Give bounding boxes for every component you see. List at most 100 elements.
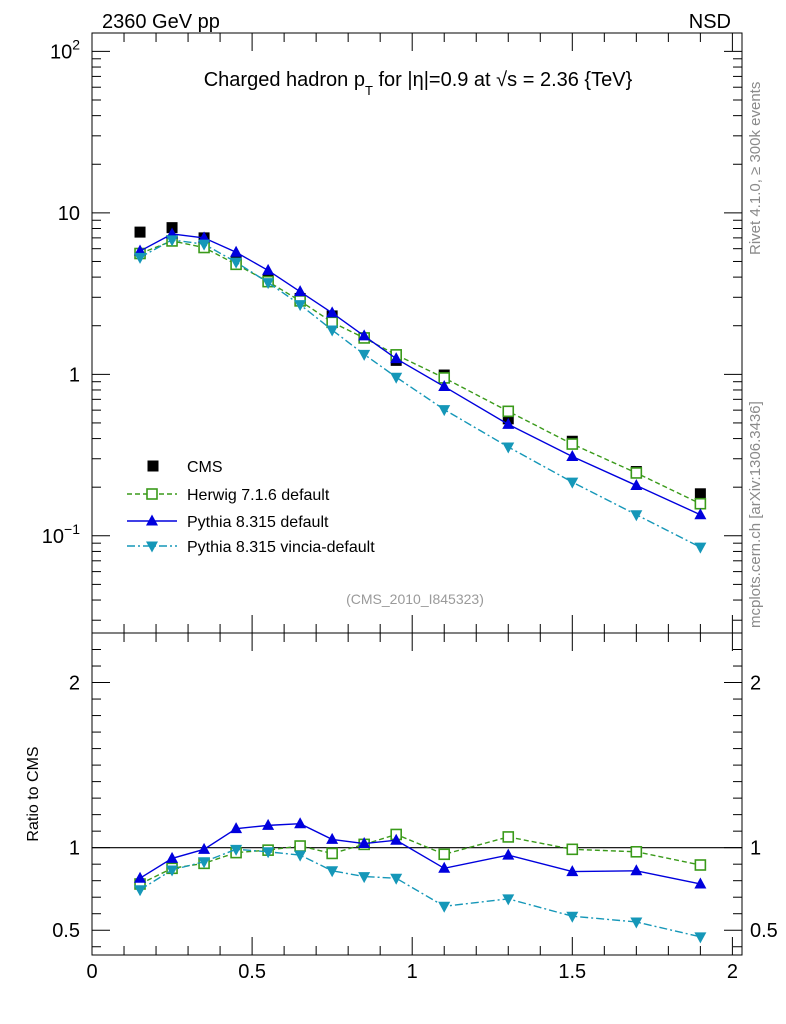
chart-title-tail: = 2.36 {TeV} [517, 69, 632, 91]
main-point-pythia [230, 245, 243, 257]
main-point-pythia [198, 231, 211, 243]
ratio-y-tick-label-left: 0.5 [52, 920, 80, 942]
ratio-point-vincia [230, 844, 243, 856]
main-point-pythia [438, 380, 451, 392]
main-y-tick-label: 102 [50, 36, 80, 63]
main-point-vincia [502, 442, 515, 454]
legend-marker-cms [147, 460, 159, 472]
ratio-point-vincia [326, 866, 339, 878]
legend-label-cms: CMS [187, 459, 223, 476]
ratio-point-pythia [566, 865, 579, 877]
x-tick-label: 0.5 [238, 961, 266, 983]
ratio-point-pythia [166, 851, 179, 863]
legend-label-vincia: Pythia 8.315 vincia-default [187, 539, 375, 556]
ratio-point-pythia [262, 818, 275, 830]
main-point-pythia [566, 449, 579, 461]
ratio-point-vincia [390, 873, 403, 885]
ratio-point-pythia [502, 848, 515, 860]
main-point-pythia [326, 306, 339, 318]
ratio-point-herwig [694, 859, 707, 871]
ratio-point-vincia [166, 865, 179, 877]
ratio-point-pythia [358, 837, 371, 849]
legend-label-herwig: Herwig 7.1.6 default [187, 487, 330, 504]
main-point-vincia [566, 477, 579, 489]
ratio-point-herwig [294, 840, 306, 852]
main-point-vincia [134, 252, 147, 264]
legend-marker-vincia [146, 541, 158, 553]
main-point-cms [134, 226, 146, 238]
ratio-y-tick-label-left: 1 [69, 838, 80, 860]
analysis-watermark: (CMS_2010_I845323) [346, 591, 484, 607]
main-y-tick-label: 10−1 [42, 521, 80, 548]
main-point-pythia [502, 417, 515, 429]
legend-marker-pythia [146, 514, 158, 526]
main-point-pythia [358, 329, 371, 341]
ratio-point-herwig [630, 845, 643, 858]
main-point-vincia [694, 542, 707, 554]
ratio-line-pythia [139, 823, 701, 885]
main-point-pythia [390, 352, 403, 364]
ratio-point-pythia [694, 877, 707, 889]
main-point-vincia [198, 239, 211, 251]
main-point-pythia [134, 244, 147, 256]
main-point-herwig [630, 467, 643, 479]
process-label: NSD [689, 11, 731, 33]
chart-title-main: Charged hadron p [204, 69, 365, 91]
x-tick-label: 0 [86, 961, 97, 983]
main-point-herwig [502, 405, 515, 418]
ratio-point-pythia [134, 871, 147, 883]
main-point-pythia [294, 285, 307, 297]
ratio-point-pythia [230, 822, 243, 834]
main-point-pythia [262, 263, 275, 275]
x-tick-label: 1 [407, 961, 418, 983]
ratio-y-tick-label-right: 1 [750, 838, 761, 860]
main-point-vincia [294, 300, 307, 312]
ratio-point-vincia [134, 885, 147, 897]
chart-title-subscript: T [365, 83, 373, 98]
ratio-point-pythia [438, 861, 451, 873]
main-point-cms [694, 488, 706, 500]
ratio-point-vincia [262, 847, 275, 859]
ratio-line-vincia [139, 848, 701, 938]
main-y-tick-label: 1 [69, 364, 80, 386]
ratio-axis-title: Ratio to CMS [25, 746, 42, 841]
ratio-point-herwig [438, 848, 451, 861]
main-point-vincia [630, 510, 643, 522]
ratio-point-vincia [198, 857, 211, 869]
legend-label-pythia: Pythia 8.315 default [187, 514, 329, 531]
chart-title-rest: for |η|=0.9 at [373, 69, 496, 91]
main-y-tick-label: 10 [58, 203, 80, 225]
main-point-vincia [438, 405, 451, 417]
main-point-pythia [694, 508, 707, 520]
main-point-vincia [358, 349, 371, 361]
x-tick-label: 1.5 [558, 961, 586, 983]
mcplots-label: mcplots.cern.ch [arXiv:1306.3436] [747, 401, 764, 628]
chart-title: Charged hadron pT for |η|=0.9 at √s = 2.… [204, 69, 633, 98]
x-tick-label: 2 [727, 961, 738, 983]
ratio-point-vincia [630, 917, 643, 929]
ratio-point-vincia [694, 932, 707, 944]
ratio-y-tick-label-left: 2 [69, 673, 80, 695]
main-point-vincia [390, 372, 403, 384]
legend-marker-herwig [146, 488, 158, 500]
main-line-vincia [139, 239, 701, 548]
ratio-y-tick-label-right: 2 [750, 673, 761, 695]
ratio-point-pythia [326, 832, 339, 844]
rivet-version-label: Rivet 4.1.0, ≥ 300k events [747, 82, 764, 255]
ratio-point-vincia [294, 850, 307, 862]
ratio-line-herwig [139, 833, 701, 885]
main-point-vincia [166, 235, 179, 247]
ratio-point-pythia [294, 817, 307, 829]
main-point-vincia [262, 278, 275, 290]
chart-title-sqrt: √s [496, 69, 517, 91]
main-point-vincia [326, 325, 339, 337]
ratio-point-vincia [438, 901, 451, 913]
ratio-point-vincia [358, 872, 371, 884]
main-point-pythia [630, 478, 643, 490]
main-line-pythia [139, 233, 701, 516]
ratio-point-pythia [198, 842, 211, 854]
main-point-vincia [230, 257, 243, 269]
ratio-point-herwig [326, 847, 338, 860]
energy-label: 2360 GeV pp [102, 11, 220, 33]
